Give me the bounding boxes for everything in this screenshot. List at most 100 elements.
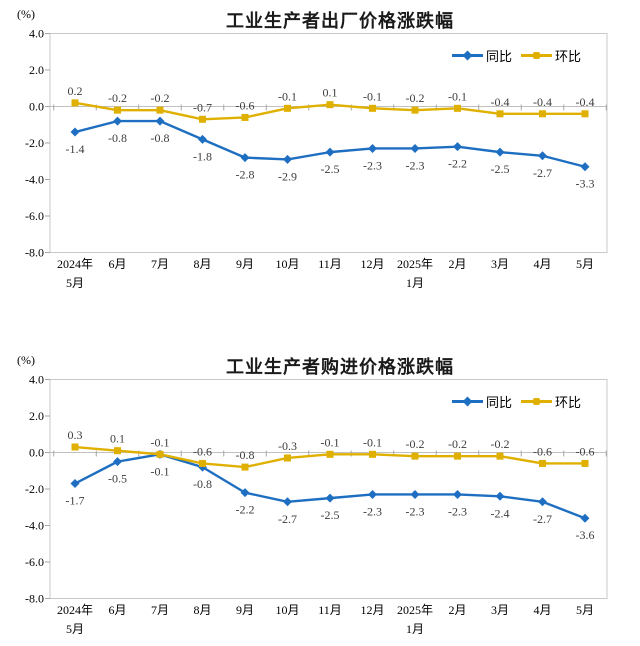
data-label: -2.3 xyxy=(406,158,425,172)
x-tick-label: 5月 xyxy=(576,603,594,617)
x-tick-label: 2024年 xyxy=(57,603,93,617)
data-label: -2.7 xyxy=(533,166,552,180)
legend-label-tongbi: 同比 xyxy=(486,395,513,410)
huanbi-square-marker xyxy=(241,113,249,121)
x-tick-label: 2025年 xyxy=(397,603,433,617)
data-label: -0.6 xyxy=(193,444,212,458)
tongbi-diamond-marker xyxy=(453,489,462,499)
huanbi-square-marker xyxy=(496,452,504,460)
y-tick-label: -6.0 xyxy=(25,555,44,569)
data-label: -0.2 xyxy=(448,437,467,451)
x-tick-label: 9月 xyxy=(236,257,254,271)
huanbi-square-marker xyxy=(71,99,79,107)
data-label: -0.1 xyxy=(151,464,170,478)
tongbi-diamond-marker xyxy=(495,147,505,157)
y-tick-label: 0.0 xyxy=(29,446,44,460)
x-tick-label: 2月 xyxy=(448,603,466,617)
tongbi-diamond-marker xyxy=(283,154,292,164)
data-label: -0.2 xyxy=(151,91,170,105)
tongbi-diamond-marker xyxy=(495,491,505,501)
huanbi-square-marker xyxy=(156,450,164,458)
legend-item-tongbi: 同比 xyxy=(452,392,512,411)
data-label: -2.8 xyxy=(236,168,255,182)
data-label: -0.6 xyxy=(236,98,255,112)
data-label: -2.9 xyxy=(278,169,297,183)
y-tick-label: -4.0 xyxy=(25,519,44,533)
tongbi-diamond-marker xyxy=(198,134,207,144)
huanbi-square-marker-icon xyxy=(533,52,541,59)
legend-label-huanbi: 环比 xyxy=(555,395,582,410)
tongbi-diamond-marker xyxy=(453,142,462,152)
chart-block-factory-prices: (%) 工业生产者出厂价格涨跌幅 同比 环比 4.0 2.0 0.0 -2.0 -4.0… xyxy=(0,0,640,300)
legend: 同比 环比 xyxy=(452,46,590,65)
tongbi-diamond-marker xyxy=(538,151,547,161)
huanbi-square-marker xyxy=(496,110,504,118)
legend-label-huanbi: 环比 xyxy=(555,49,582,64)
legend: 同比 环比 xyxy=(452,392,590,411)
huanbi-square-marker xyxy=(581,459,589,467)
data-label: 0.1 xyxy=(323,86,338,100)
data-label: -0.8 xyxy=(151,131,170,145)
plot-svg-purchase-prices: 4.0 2.0 0.0 -2.0 -4.0 -6.0 -8.0 2024年 5月 6月 7月 8月 9月… xyxy=(25,373,608,636)
tongbi-diamond-marker xyxy=(368,489,377,499)
x-tick-label: 8月 xyxy=(193,257,211,271)
x-tick-label: 6月 xyxy=(108,603,126,617)
huanbi-square-marker xyxy=(326,101,334,109)
tongbi-diamond-marker xyxy=(410,489,420,499)
plot-svg-factory-prices: 4.0 2.0 0.0 -2.0 -4.0 -6.0 -8.0 2024年 5月 6月 7月 8月 9月… xyxy=(25,27,608,290)
tongbi-diamond-marker xyxy=(70,127,80,137)
x-tick-label: 12月 xyxy=(360,257,384,271)
y-tick-label: -4.0 xyxy=(25,173,44,187)
huanbi-square-marker xyxy=(581,110,589,118)
data-label: -3.3 xyxy=(576,177,595,191)
tongbi-line-icon xyxy=(452,50,483,60)
data-label: -1.7 xyxy=(66,494,85,508)
huanbi-square-marker xyxy=(241,463,249,471)
data-label: -2.7 xyxy=(278,512,297,526)
data-label: -2.5 xyxy=(321,162,340,176)
y-axis-unit-label: (%) xyxy=(17,353,35,367)
data-label: 0.1 xyxy=(110,432,125,446)
plot-border xyxy=(49,33,608,253)
huanbi-square-marker-icon xyxy=(533,398,541,405)
x-tick-label: 2月 xyxy=(448,257,466,271)
tongbi-diamond-marker xyxy=(580,513,590,523)
data-label: -0.7 xyxy=(193,100,212,114)
tongbi-diamond-marker xyxy=(70,479,80,489)
huanbi-square-marker xyxy=(539,459,546,467)
tongbi-line-icon xyxy=(452,396,483,406)
huanbi-square-marker xyxy=(199,115,206,123)
data-label: -2.4 xyxy=(491,506,510,520)
x-tick-label: 7月 xyxy=(151,603,169,617)
x-tick-label: 9月 xyxy=(236,603,254,617)
huanbi-square-marker xyxy=(156,106,164,114)
data-label: -0.5 xyxy=(108,472,127,486)
legend-item-huanbi: 环比 xyxy=(521,46,581,65)
huanbi-square-marker xyxy=(411,106,419,114)
tongbi-diamond-marker xyxy=(240,153,250,163)
y-tick-label: -8.0 xyxy=(25,592,44,606)
data-label: -2.3 xyxy=(406,504,425,518)
data-label: -0.4 xyxy=(491,95,510,109)
x-tick-label: 3月 xyxy=(491,603,509,617)
x-tick-label: 5月 xyxy=(66,276,84,290)
huanbi-square-marker xyxy=(284,104,291,112)
y-tick-label: 0.0 xyxy=(29,100,44,114)
data-label: -0.1 xyxy=(278,89,297,103)
plot-border xyxy=(49,379,608,599)
tongbi-diamond-marker xyxy=(283,497,292,507)
y-tick-label: -2.0 xyxy=(25,136,44,150)
y-tick-label: 2.0 xyxy=(29,63,44,77)
tongbi-diamond-marker xyxy=(410,143,420,153)
y-tick-label: -2.0 xyxy=(25,482,44,496)
x-tick-label: 3月 xyxy=(491,257,509,271)
data-label: 0.2 xyxy=(68,84,83,98)
huanbi-square-marker xyxy=(284,454,291,462)
data-label: -0.8 xyxy=(193,477,212,491)
tongbi-diamond-marker xyxy=(325,147,335,157)
data-label: -2.2 xyxy=(236,503,255,517)
x-tick-label: 10月 xyxy=(275,257,299,271)
data-label: -0.3 xyxy=(278,439,297,453)
huanbi-square-marker xyxy=(539,110,546,118)
x-tick-label: 4月 xyxy=(533,257,551,271)
